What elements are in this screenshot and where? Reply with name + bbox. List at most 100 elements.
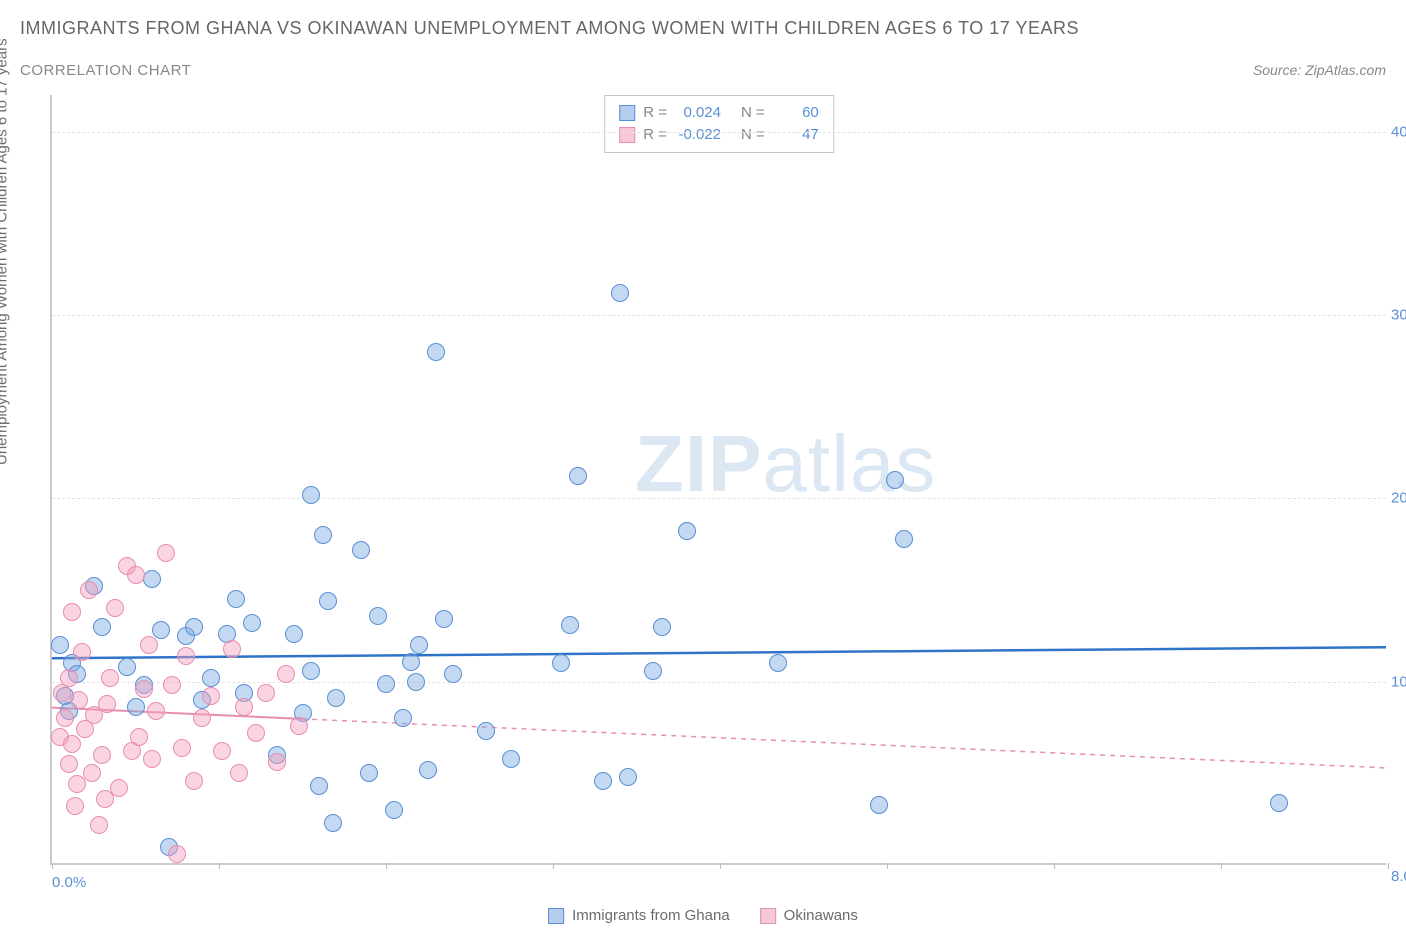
legend-swatch — [619, 127, 635, 143]
legend-swatch — [760, 908, 776, 924]
scatter-point-ghana — [360, 764, 378, 782]
scatter-point-ghana — [227, 590, 245, 608]
x-tick-mark — [1221, 863, 1222, 869]
scatter-point-ghana — [552, 654, 570, 672]
scatter-point-ghana — [427, 343, 445, 361]
legend-item: Okinawans — [760, 907, 858, 924]
scatter-point-ghana — [895, 530, 913, 548]
scatter-point-ghana — [444, 665, 462, 683]
legend-n-label: N = — [741, 124, 765, 146]
gridline-h — [52, 498, 1386, 499]
scatter-point-okinawans — [257, 684, 275, 702]
scatter-point-okinawans — [157, 544, 175, 562]
watermark: ZIPatlas — [635, 418, 936, 510]
scatter-point-ghana — [202, 669, 220, 687]
legend-stats-row: R =-0.022N =47 — [619, 124, 819, 146]
scatter-point-okinawans — [168, 845, 186, 863]
scatter-point-ghana — [118, 658, 136, 676]
scatter-point-ghana — [369, 607, 387, 625]
scatter-point-ghana — [243, 614, 261, 632]
scatter-point-ghana — [152, 621, 170, 639]
scatter-point-okinawans — [93, 746, 111, 764]
trend-lines — [52, 95, 1386, 863]
scatter-point-ghana — [143, 570, 161, 588]
scatter-point-okinawans — [80, 581, 98, 599]
scatter-point-okinawans — [98, 695, 116, 713]
x-tick-mark — [887, 863, 888, 869]
scatter-plot: ZIPatlas R =0.024N =60R =-0.022N =47 10.… — [50, 95, 1386, 865]
scatter-point-ghana — [569, 467, 587, 485]
scatter-point-okinawans — [90, 816, 108, 834]
scatter-point-okinawans — [60, 755, 78, 773]
scatter-point-okinawans — [173, 739, 191, 757]
legend-r-label: R = — [643, 124, 667, 146]
legend-label: Okinawans — [784, 907, 858, 924]
scatter-point-ghana — [502, 750, 520, 768]
scatter-point-ghana — [594, 772, 612, 790]
chart-subtitle: CORRELATION CHART — [20, 62, 191, 79]
y-axis-label: Unemployment Among Women with Children A… — [0, 38, 11, 465]
scatter-point-ghana — [127, 698, 145, 716]
x-tick-mark — [219, 863, 220, 869]
scatter-point-ghana — [407, 673, 425, 691]
x-tick-label: 0.0% — [52, 874, 86, 891]
scatter-point-ghana — [1270, 794, 1288, 812]
scatter-point-ghana — [477, 722, 495, 740]
scatter-point-ghana — [327, 689, 345, 707]
source-attribution: Source: ZipAtlas.com — [1253, 62, 1386, 78]
scatter-point-ghana — [302, 486, 320, 504]
scatter-point-okinawans — [177, 647, 195, 665]
y-tick-label: 10.0% — [1391, 673, 1406, 690]
x-tick-mark — [1388, 863, 1389, 869]
scatter-point-ghana — [285, 625, 303, 643]
scatter-point-ghana — [385, 801, 403, 819]
scatter-point-okinawans — [247, 724, 265, 742]
scatter-point-ghana — [377, 675, 395, 693]
scatter-point-ghana — [410, 636, 428, 654]
scatter-point-okinawans — [147, 702, 165, 720]
trendline-okinawans-dashed — [302, 719, 1386, 768]
scatter-point-okinawans — [235, 698, 253, 716]
legend-bottom: Immigrants from Ghana Okinawans — [548, 907, 858, 924]
scatter-point-okinawans — [73, 643, 91, 661]
scatter-point-ghana — [870, 796, 888, 814]
x-tick-mark — [386, 863, 387, 869]
watermark-bold: ZIP — [635, 419, 762, 508]
x-tick-mark — [553, 863, 554, 869]
scatter-point-okinawans — [106, 599, 124, 617]
watermark-light: atlas — [762, 419, 936, 508]
scatter-point-okinawans — [60, 669, 78, 687]
legend-n-value: 60 — [773, 102, 819, 124]
scatter-point-ghana — [314, 526, 332, 544]
scatter-point-okinawans — [83, 764, 101, 782]
scatter-point-ghana — [319, 592, 337, 610]
scatter-point-ghana — [302, 662, 320, 680]
legend-swatch — [548, 908, 564, 924]
scatter-point-okinawans — [63, 603, 81, 621]
scatter-point-ghana — [435, 610, 453, 628]
chart-title: IMMIGRANTS FROM GHANA VS OKINAWAN UNEMPL… — [20, 18, 1079, 39]
scatter-point-okinawans — [140, 636, 158, 654]
legend-swatch — [619, 105, 635, 121]
scatter-point-ghana — [619, 768, 637, 786]
scatter-point-ghana — [310, 777, 328, 795]
legend-item: Immigrants from Ghana — [548, 907, 730, 924]
scatter-point-okinawans — [185, 772, 203, 790]
scatter-point-okinawans — [202, 687, 220, 705]
scatter-point-ghana — [185, 618, 203, 636]
scatter-point-ghana — [611, 284, 629, 302]
scatter-point-ghana — [324, 814, 342, 832]
y-tick-label: 20.0% — [1391, 490, 1406, 507]
scatter-point-okinawans — [110, 779, 128, 797]
scatter-point-okinawans — [213, 742, 231, 760]
scatter-point-ghana — [402, 653, 420, 671]
legend-n-label: N = — [741, 102, 765, 124]
scatter-point-okinawans — [101, 669, 119, 687]
scatter-point-okinawans — [268, 753, 286, 771]
scatter-point-okinawans — [63, 735, 81, 753]
scatter-point-ghana — [678, 522, 696, 540]
scatter-point-ghana — [51, 636, 69, 654]
legend-stats-row: R =0.024N =60 — [619, 102, 819, 124]
scatter-point-okinawans — [290, 717, 308, 735]
scatter-point-ghana — [352, 541, 370, 559]
